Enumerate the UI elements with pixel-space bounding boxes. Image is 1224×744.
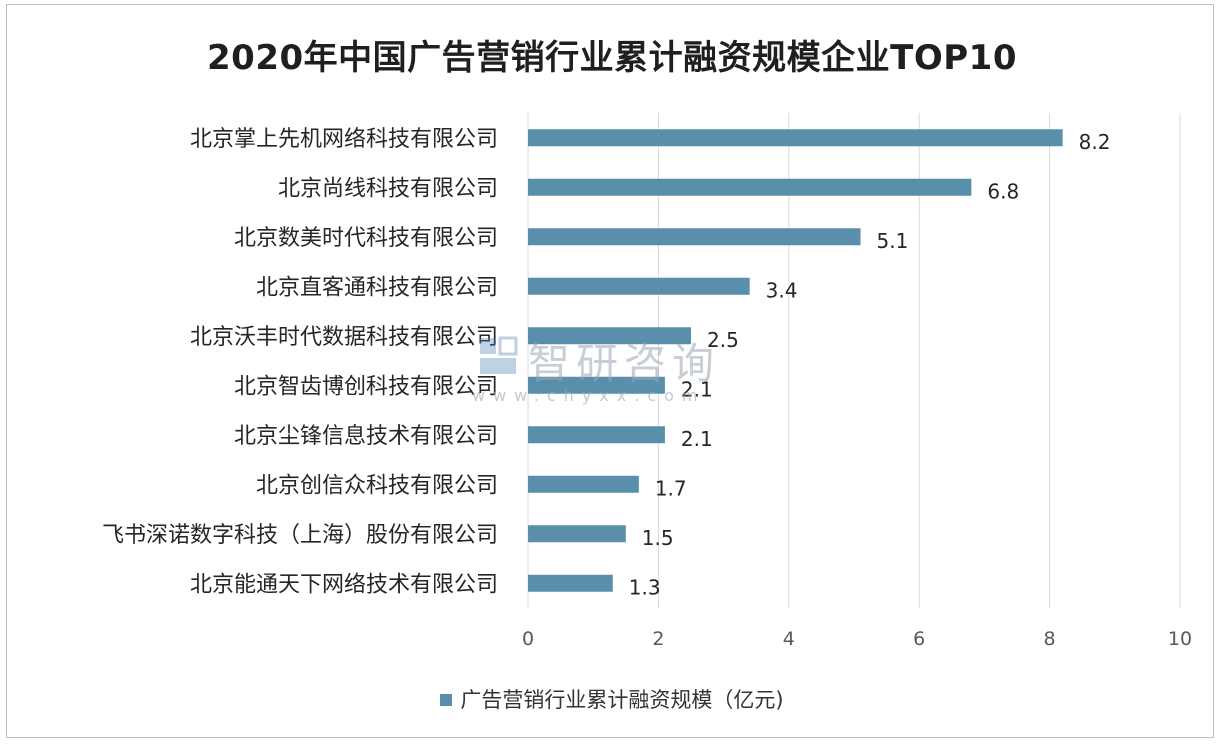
legend-swatch — [440, 694, 453, 706]
chart-title: 2020年中国广告营销行业累计融资规模企业TOP10 — [207, 38, 1017, 78]
data-label: 2.1 — [681, 427, 713, 451]
data-label: 1.3 — [629, 575, 661, 599]
category-label: 北京能通天下网络技术有限公司 — [190, 572, 498, 597]
x-tick-label: 2 — [652, 628, 664, 650]
category-label: 北京沃丰时代数据科技有限公司 — [190, 325, 498, 350]
category-label: 北京创信众科技有限公司 — [256, 473, 498, 498]
bar — [528, 475, 639, 493]
data-label: 6.8 — [987, 179, 1019, 203]
category-label: 北京智齿博创科技有限公司 — [234, 374, 498, 399]
category-label: 飞书深诺数字科技（上海）股份有限公司 — [102, 523, 498, 548]
x-tick-label: 6 — [913, 628, 925, 650]
legend-label: 广告营销行业累计融资规模（亿元) — [460, 688, 784, 712]
bar — [528, 228, 861, 246]
legend: 广告营销行业累计融资规模（亿元) — [0, 684, 1224, 714]
x-tick-label: 0 — [522, 628, 534, 650]
chart-frame — [6, 4, 1214, 738]
x-tick-label: 4 — [783, 628, 795, 650]
bar — [528, 376, 665, 394]
bar — [528, 574, 613, 592]
data-label: 1.5 — [642, 526, 674, 550]
bar — [528, 525, 626, 543]
category-label: 北京掌上先机网络科技有限公司 — [190, 127, 498, 152]
data-label: 2.1 — [681, 377, 713, 401]
bar — [528, 327, 691, 345]
bar — [528, 277, 750, 295]
data-label: 3.4 — [766, 278, 798, 302]
x-tick-label: 8 — [1044, 628, 1056, 650]
category-label: 北京数美时代科技有限公司 — [234, 226, 498, 251]
x-tick-label: 10 — [1168, 628, 1192, 650]
bar — [528, 129, 1063, 147]
bar — [528, 426, 665, 444]
bar — [528, 178, 972, 196]
category-label: 北京直客通科技有限公司 — [256, 275, 498, 300]
data-label: 8.2 — [1079, 130, 1111, 154]
category-label: 北京尚线科技有限公司 — [278, 176, 498, 201]
data-label: 1.7 — [655, 476, 687, 500]
data-label: 5.1 — [877, 229, 909, 253]
data-label: 2.5 — [707, 328, 739, 352]
category-label: 北京尘锋信息技术有限公司 — [234, 424, 498, 449]
